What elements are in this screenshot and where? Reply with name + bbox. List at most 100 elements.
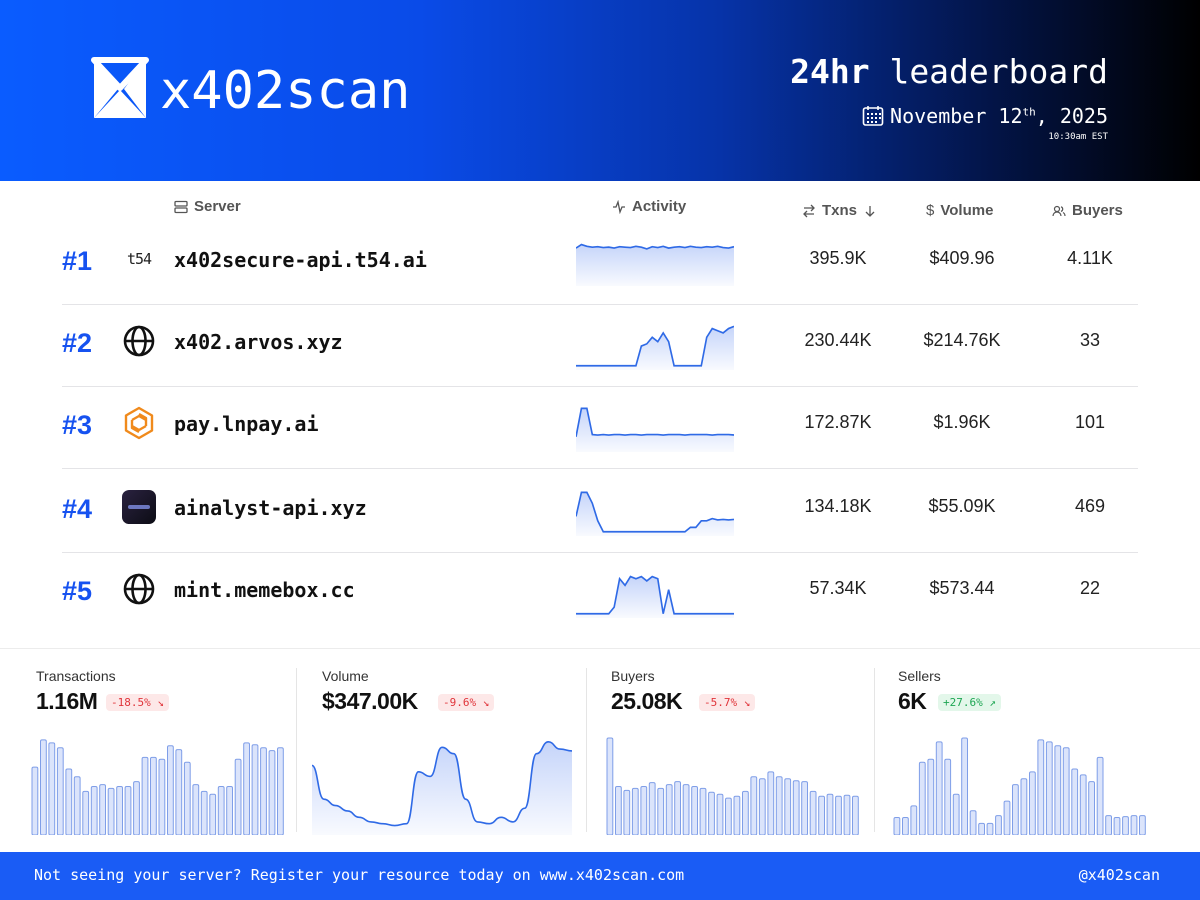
stat-bar bbox=[1122, 816, 1129, 835]
footer-banner: Not seeing your server? Register your re… bbox=[0, 852, 1200, 900]
txns-value: 134.18K bbox=[804, 496, 872, 516]
server-name[interactable]: x402.arvos.xyz bbox=[174, 330, 343, 354]
stat-bar bbox=[699, 787, 707, 835]
change-badge: -5.7% ↘ bbox=[699, 694, 756, 711]
activity-sparkline bbox=[576, 575, 734, 618]
stat-bar bbox=[209, 793, 217, 835]
stat-line bbox=[312, 741, 572, 827]
stat-bar bbox=[742, 790, 749, 835]
stat-label: Volume bbox=[322, 668, 369, 684]
calendar-icon bbox=[862, 106, 884, 126]
stat-value: 25.08K bbox=[611, 688, 683, 714]
trend-down-icon: ↘ bbox=[150, 696, 164, 709]
leaderboard-date: November 12th, 2025 bbox=[862, 104, 1108, 128]
footer-handle[interactable]: @x402scan bbox=[1078, 866, 1160, 884]
stat-bar bbox=[183, 761, 191, 835]
stat-bar bbox=[835, 795, 842, 835]
stat-bar bbox=[657, 787, 665, 835]
stat-divider bbox=[296, 668, 297, 832]
stat-bar bbox=[268, 750, 276, 835]
change-badge: -18.5% ↘ bbox=[106, 694, 169, 711]
x402scan-logo-icon bbox=[91, 57, 149, 118]
stat-bar bbox=[725, 797, 732, 835]
trend-up-icon: ↗ bbox=[982, 696, 996, 709]
stat-bar bbox=[133, 781, 140, 835]
server-name[interactable]: ainalyst-api.xyz bbox=[174, 496, 367, 520]
txns-value: 57.34K bbox=[809, 578, 867, 598]
stat-bar bbox=[691, 786, 698, 835]
stat-bar bbox=[1105, 815, 1112, 835]
stat-bar bbox=[801, 781, 808, 835]
globe-icon bbox=[122, 324, 156, 358]
stat-chart bbox=[312, 741, 572, 835]
column-header-txns[interactable]: Txns bbox=[802, 202, 877, 219]
activity-line bbox=[576, 491, 734, 533]
stat-label: Sellers bbox=[898, 668, 941, 684]
lnpay-hex-icon bbox=[122, 406, 156, 440]
stat-divider bbox=[586, 668, 587, 832]
column-header-buyers[interactable]: Buyers bbox=[1052, 202, 1123, 219]
stat-bar bbox=[175, 749, 183, 835]
rank-label: #3 bbox=[62, 410, 93, 440]
activity-area bbox=[576, 492, 734, 536]
stat-bar bbox=[708, 791, 715, 835]
table-row[interactable]: #4 ainalyst-api.xyz 134.18K $55.09K 469 bbox=[62, 470, 1138, 553]
server-name[interactable]: mint.memebox.cc bbox=[174, 578, 355, 602]
server-name[interactable]: pay.lnpay.ai bbox=[174, 412, 319, 436]
stat-bar bbox=[665, 784, 673, 835]
stat-bar bbox=[158, 758, 166, 835]
trend-down-icon: ↘ bbox=[737, 696, 751, 709]
stat-bar bbox=[986, 822, 994, 835]
table-row[interactable]: #2 x402.arvos.xyz 230.44K $214.76K 33 bbox=[62, 304, 1138, 387]
stat-value: $347.00K bbox=[322, 688, 418, 714]
stat-bar bbox=[944, 758, 952, 835]
stat-bar bbox=[124, 786, 132, 835]
activity-line bbox=[576, 407, 734, 437]
stat-bar bbox=[1079, 774, 1087, 835]
stat-chart bbox=[893, 737, 1146, 835]
stat-card-transactions: Transactions 1.16M -18.5% ↘ bbox=[31, 660, 296, 836]
server-name[interactable]: x402secure-api.t54.ai bbox=[174, 248, 427, 272]
stat-bar bbox=[1071, 768, 1079, 835]
column-header-volume[interactable]: $ Volume bbox=[926, 202, 994, 219]
stat-bar bbox=[1139, 815, 1146, 835]
stat-bar bbox=[682, 784, 690, 835]
table-row[interactable]: #3 pay.lnpay.ai 172.87K $1.96K 101 bbox=[62, 386, 1138, 469]
leaderboard-time: 10:30am EST bbox=[1048, 132, 1108, 142]
stat-bar bbox=[792, 780, 800, 835]
stat-bar bbox=[217, 786, 225, 835]
brand-name: x402scan bbox=[160, 61, 411, 121]
activity-line bbox=[576, 243, 734, 250]
stat-bar bbox=[150, 756, 157, 835]
stat-bar bbox=[260, 747, 267, 835]
stat-bar bbox=[775, 776, 783, 835]
stat-bar bbox=[716, 793, 724, 835]
stat-bar bbox=[251, 744, 259, 835]
stat-card-sellers: Sellers 6K +27.6% ↗ bbox=[893, 660, 1158, 836]
activity-sparkline bbox=[576, 243, 734, 286]
stat-bar bbox=[99, 784, 106, 835]
stat-bar bbox=[852, 795, 859, 835]
stat-bar bbox=[1096, 756, 1104, 835]
rank-label: #2 bbox=[62, 328, 93, 358]
stat-bar bbox=[918, 761, 926, 835]
stat-bar bbox=[826, 793, 834, 835]
activity-area bbox=[576, 576, 734, 618]
table-row[interactable]: #5 mint.memebox.cc 57.34K $573.44 22 bbox=[62, 552, 1138, 634]
stat-bar bbox=[107, 787, 115, 835]
stat-bar bbox=[1029, 771, 1036, 835]
stat-bar bbox=[927, 758, 935, 835]
footer-cta[interactable]: Not seeing your server? Register your re… bbox=[34, 866, 685, 884]
stat-bar bbox=[1003, 800, 1011, 835]
header-banner: x402scan 24hr leaderboard November 12th,… bbox=[0, 0, 1200, 181]
volume-value: $1.96K bbox=[933, 412, 991, 432]
rank-label: #4 bbox=[62, 494, 93, 524]
stat-bar bbox=[952, 793, 960, 835]
rank-label: #1 bbox=[62, 246, 93, 276]
volume-value: $55.09K bbox=[928, 496, 996, 516]
stat-area bbox=[312, 741, 572, 835]
change-badge: -9.6% ↘ bbox=[438, 694, 495, 711]
table-row[interactable]: #1 t54 x402secure-api.t54.ai 395.9K $409.96 4… bbox=[62, 222, 1138, 305]
activity-line bbox=[576, 325, 734, 367]
stat-bar bbox=[65, 768, 73, 835]
